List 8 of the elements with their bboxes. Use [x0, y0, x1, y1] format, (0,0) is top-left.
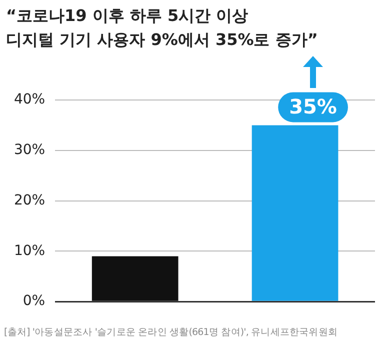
chart-title: “코로나19 이후 하루 5시간 이상 디지털 기기 사용자 9%에서 35%로 증가”: [6, 5, 318, 51]
data-label: 35%: [289, 94, 337, 118]
y-tick-label: 30%: [14, 142, 46, 158]
y-tick-label: 40%: [14, 92, 46, 108]
y-tick-label: 0%: [22, 293, 46, 310]
y-tick-label: 20%: [14, 192, 46, 208]
y-tick-label: 10%: [14, 242, 46, 259]
text: [출처] '아동설문조사 '슬기로운 온라인 생활(661명 참여)', 유니세프한국위원회: [4, 326, 338, 339]
